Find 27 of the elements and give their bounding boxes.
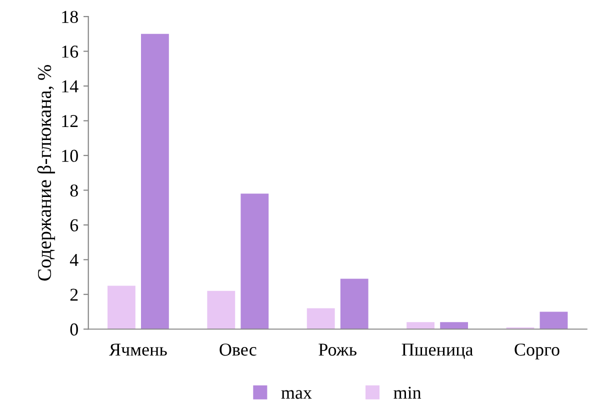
y-axis-title: Содержание β-глюкана, % <box>37 64 56 281</box>
x-tick-label: Овес <box>220 344 256 356</box>
y-tick-label: 8 <box>70 184 78 197</box>
y-tick-label: 12 <box>62 115 78 128</box>
y-tick-label: 10 <box>62 150 78 162</box>
bar <box>440 322 468 330</box>
x-tick-label: Сорго <box>514 344 560 360</box>
y-tick-label: 2 <box>70 288 78 301</box>
y-tick-label: 4 <box>70 254 78 266</box>
y-tick-label: 6 <box>70 219 78 232</box>
bar <box>340 278 368 330</box>
x-tick-label: Пшеница <box>402 344 474 360</box>
y-tick-label: 0 <box>70 323 78 336</box>
bar <box>540 312 568 330</box>
y-tick-label: 18 <box>62 10 78 23</box>
bar <box>306 308 335 330</box>
bar <box>207 290 236 330</box>
bar <box>140 34 169 330</box>
bar <box>240 194 269 330</box>
y-tick-label: 14 <box>62 80 78 92</box>
bar <box>108 286 136 330</box>
x-tick-label: Рожь <box>318 344 356 356</box>
y-tick-label: 16 <box>62 46 78 58</box>
legend-label: max <box>281 390 312 399</box>
x-tick-label: Ячмень <box>109 344 167 356</box>
legend-label: min <box>394 386 422 399</box>
bar <box>406 322 435 330</box>
